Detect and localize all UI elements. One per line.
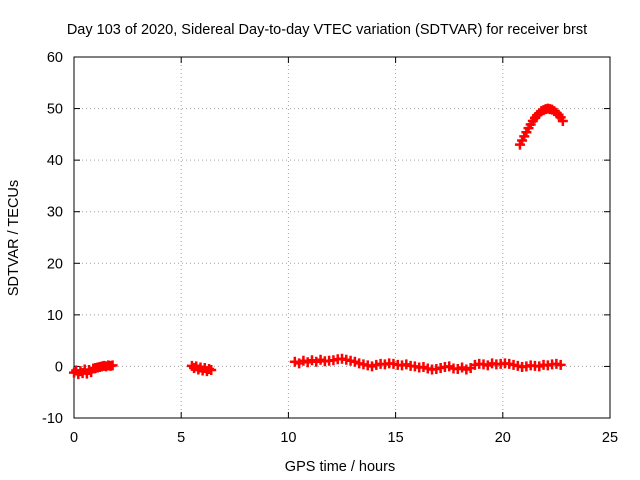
x-tick-label: 5 — [177, 430, 185, 446]
data-point — [555, 359, 566, 370]
x-tick-label: 20 — [495, 430, 511, 446]
x-tick-label: 0 — [70, 430, 78, 446]
y-tick-label: 30 — [47, 205, 63, 221]
x-tick-label: 25 — [602, 430, 618, 446]
y-tick-label: 0 — [55, 359, 63, 375]
plot-frame — [73, 56, 611, 419]
y-tick-label: 20 — [47, 256, 63, 272]
y-tick-label: 40 — [47, 153, 63, 169]
data-marks — [69, 103, 568, 380]
x-tick-label: 15 — [388, 430, 404, 446]
y-tick-label: 10 — [47, 308, 63, 324]
y-tick-label: 50 — [47, 102, 63, 118]
y-tick-label: -10 — [42, 411, 63, 427]
y-axis-label: SDTVAR / TECUs — [6, 180, 22, 296]
data-point — [107, 360, 118, 371]
axis-ticks: 0 5 10 15 20 25 -10 0 10 20 30 40 50 60 — [42, 50, 618, 446]
x-axis-label: GPS time / hours — [285, 459, 395, 475]
y-tick-label: 60 — [47, 50, 63, 66]
grid-lines — [74, 57, 610, 418]
data-point — [557, 115, 568, 126]
data-point — [206, 365, 217, 376]
chart-title: Day 103 of 2020, Sidereal Day-to-day VTE… — [67, 22, 587, 38]
x-tick-label: 10 — [280, 430, 296, 446]
